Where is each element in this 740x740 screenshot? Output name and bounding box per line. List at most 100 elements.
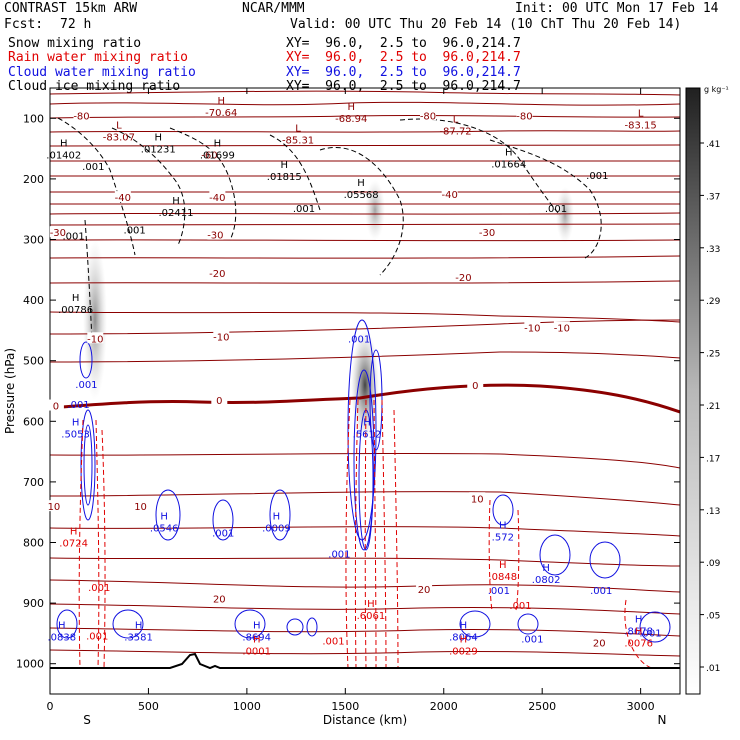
temperature-label-bg xyxy=(211,394,228,406)
contour-value-label: .001 xyxy=(509,601,531,612)
temperature-label-bg xyxy=(467,378,484,390)
temperature-label: -40 xyxy=(209,193,225,204)
field-rain-label: Rain water mixing ratio xyxy=(8,50,189,65)
extremum-value: .0076 xyxy=(624,638,653,649)
extremum-mark: H xyxy=(214,139,222,150)
extremum-value: .0838 xyxy=(47,632,76,643)
temperature-label: 10 xyxy=(48,502,61,513)
cloud-water-contours xyxy=(56,319,671,643)
colorbar-tick-label: .33 xyxy=(706,245,720,255)
forecast-hour-value: 72 h xyxy=(60,17,92,32)
y-tick-label: 500 xyxy=(23,355,44,368)
field-snow-label: Snow mixing ratio xyxy=(8,36,142,51)
temperature-label: -10 xyxy=(524,323,540,334)
temperature-label-bg xyxy=(553,321,570,333)
temperature-label: 0 xyxy=(472,381,478,392)
contour-value-label: .001 xyxy=(67,400,89,411)
field-cloud-water-label: Cloud water mixing ratio xyxy=(8,65,196,80)
contour-value-label: .001 xyxy=(639,628,661,639)
contour-value-label: .001 xyxy=(328,550,350,561)
xy-snow: XY= 96.0, 2.5 to 96.0,214.7 xyxy=(286,36,521,51)
colorbar-tick-label: .17 xyxy=(706,454,720,464)
extremum-mark: H xyxy=(253,620,261,631)
colorbar-tick-label: .29 xyxy=(706,297,721,307)
contour-value-label: .001 xyxy=(88,583,110,594)
valid-time: Valid: 00 UTC Thu 20 Feb 14 (10 ChT Thu … xyxy=(290,17,682,32)
extremum-value: .01231 xyxy=(141,145,176,156)
extremum-mark: H xyxy=(160,511,168,522)
x-axis-title: Distance (km) xyxy=(323,713,407,727)
extremum-value: .0546 xyxy=(150,523,179,534)
colorbar-tick-label: .13 xyxy=(706,507,720,517)
extremum-mark: H xyxy=(72,417,80,428)
x-tick-label: 1500 xyxy=(331,700,359,713)
extremum-value: .6061 xyxy=(357,611,386,622)
temperature-label-bg xyxy=(114,191,131,203)
extremum-mark: H xyxy=(58,620,66,631)
extremum-value: .8694 xyxy=(242,632,271,643)
contour-labels: -80 -80 -80 -60 -40 -40 -40 -30 -30 -30 -20 -20 -10 -… xyxy=(45,96,662,657)
temperature-label: -80 xyxy=(73,111,89,122)
extremum-value: -87.72 xyxy=(439,126,471,137)
temperature-label-bg xyxy=(209,191,226,203)
temperature-label: -80 xyxy=(516,111,532,122)
freezing-level-line xyxy=(50,383,680,414)
cloud-ice-contours xyxy=(57,117,602,341)
extremum-value: -68.94 xyxy=(335,114,367,125)
contour-value-label: .001 xyxy=(212,528,234,539)
y-tick-label: 600 xyxy=(23,415,44,428)
x-tick-label: 0 xyxy=(47,700,54,713)
temperature-label-bg xyxy=(73,109,90,121)
xy-cloud-water: XY= 96.0, 2.5 to 96.0,214.7 xyxy=(286,65,521,80)
colorbar-tick-label: .21 xyxy=(706,402,720,412)
extremum-mark: H xyxy=(218,96,226,107)
extremum-mark: L xyxy=(116,120,122,131)
extremum-value: .0802 xyxy=(532,575,561,586)
x-tick-label: 1000 xyxy=(233,700,261,713)
extremum-mark: H xyxy=(72,293,80,304)
extremum-value: .0001 xyxy=(242,646,271,657)
temperature-label-bg xyxy=(455,271,472,283)
extremum-mark: H xyxy=(367,599,375,610)
extremum-mark: H xyxy=(499,560,507,571)
extremum-value: .01815 xyxy=(267,172,302,183)
init-time: Init: 00 UTC Mon 17 Feb 14 xyxy=(515,1,719,16)
temperature-label: -40 xyxy=(115,193,131,204)
extremum-value: .8678 xyxy=(624,626,653,637)
temperature-label-bg xyxy=(524,321,541,333)
temperature-label-bg xyxy=(591,636,608,648)
temperature-label: 20 xyxy=(418,585,431,596)
colorbar-unit: g kg⁻¹ xyxy=(704,85,729,94)
temperature-label-bg xyxy=(416,583,433,595)
contour-value-label: .001 xyxy=(86,631,108,642)
contour-value-label: .001 xyxy=(488,586,510,597)
extremum-value: .0009 xyxy=(262,523,291,534)
temperature-label: -10 xyxy=(554,323,570,334)
temperature-label: 10 xyxy=(134,502,147,513)
extremum-value: .572 xyxy=(492,532,514,543)
temperature-label: -20 xyxy=(209,269,225,280)
x-tick-label: 2000 xyxy=(430,700,458,713)
extremum-value: .01664 xyxy=(491,160,526,171)
extremum-mark: H xyxy=(70,526,78,537)
contour-value-label: .001 xyxy=(82,162,104,173)
contour-value-label: .001 xyxy=(293,204,315,215)
north-end-label: N xyxy=(658,713,667,727)
contour-value-label: .001 xyxy=(545,204,567,215)
temperature-label-bg xyxy=(47,399,64,411)
colorbar-tick-label: .41 xyxy=(706,140,720,150)
temperature-label: -10 xyxy=(87,334,103,345)
extremum-value: -83.15 xyxy=(625,120,657,131)
extremum-mark: L xyxy=(638,108,644,119)
temperature-label: 20 xyxy=(593,638,606,649)
contour-value-label: .001 xyxy=(124,225,146,236)
extremum-value: .01402 xyxy=(46,151,81,162)
extremum-value: -85.31 xyxy=(282,135,314,146)
temperature-label-bg xyxy=(87,332,104,344)
extremum-value: .02411 xyxy=(159,208,194,219)
snow-shading xyxy=(83,180,574,440)
extremum-mark: H xyxy=(253,634,261,645)
temperature-label-bg xyxy=(207,228,224,240)
extremum-mark: H xyxy=(347,102,355,113)
